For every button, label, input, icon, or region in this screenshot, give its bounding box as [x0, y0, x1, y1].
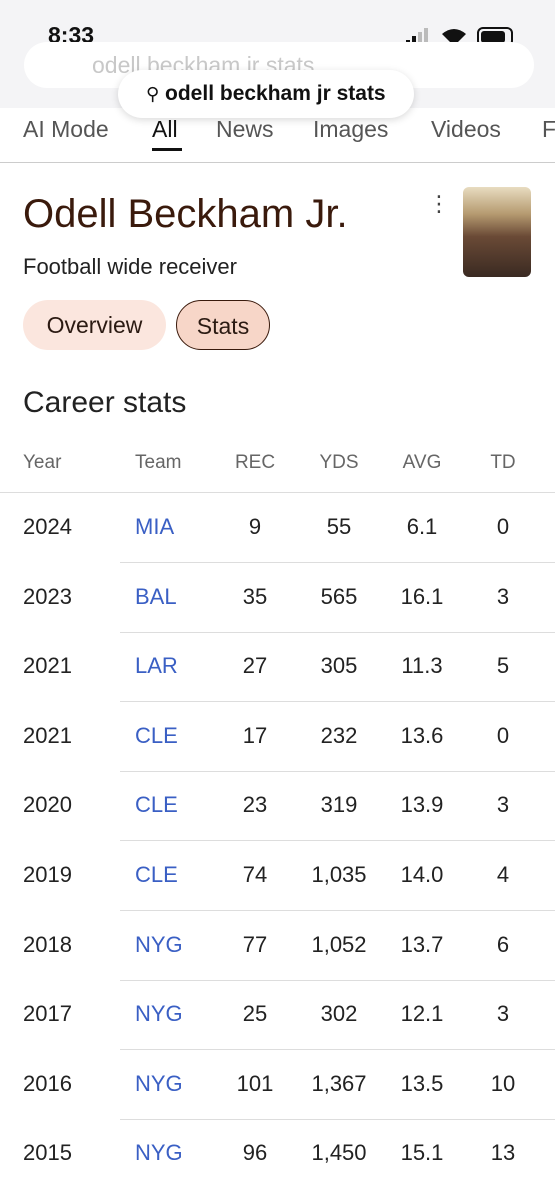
team-link[interactable]: NYG: [135, 931, 183, 957]
entity-description: Football wide receiver: [23, 254, 237, 279]
table-cell: 17: [242, 722, 268, 748]
table-cell: 13.9: [400, 792, 444, 818]
table-cell: 1,450: [311, 1140, 367, 1166]
table-cell: 2020: [23, 792, 72, 818]
row-separator: [120, 770, 555, 772]
row-separator: [0, 492, 555, 493]
row-separator: [120, 979, 555, 981]
team-link[interactable]: NYG: [135, 1001, 183, 1027]
team-link[interactable]: NYG: [135, 1070, 183, 1096]
row-separator: [120, 631, 555, 633]
query-pill[interactable]: ⚲ odell beckham jr stats: [118, 70, 414, 118]
tab-indicator: [152, 148, 182, 151]
table-cell: 302: [320, 1001, 358, 1027]
table-cell: 4: [496, 862, 510, 887]
table-cell: 13: [490, 1140, 516, 1166]
table-cell: 232: [320, 722, 358, 748]
table-cell: 2015: [23, 1140, 72, 1166]
tab[interactable]: AI Mode: [23, 116, 109, 142]
table-cell: 74: [242, 862, 268, 887]
tab[interactable]: Videos: [431, 116, 501, 142]
table-cell: 14.0: [400, 862, 444, 887]
table-cell: 3: [496, 583, 510, 609]
row-separator: [120, 840, 555, 842]
table-cell: 305: [320, 653, 358, 679]
table-cell: 13.7: [400, 931, 444, 957]
column-header: AVG: [402, 452, 442, 473]
table-cell: 6.1: [406, 514, 438, 539]
team-link[interactable]: CLE: [135, 722, 178, 748]
table-cell: 55: [326, 514, 352, 539]
table-cell: 16.1: [400, 583, 444, 609]
table-cell: 9: [248, 514, 262, 539]
column-header: YDS: [319, 452, 359, 473]
table-cell: 2021: [23, 722, 72, 748]
team-link[interactable]: BAL: [135, 583, 177, 609]
entity-name: Odell Beckham Jr.: [23, 192, 348, 236]
table-cell: 6: [496, 931, 510, 957]
team-link[interactable]: CLE: [135, 792, 178, 818]
table-cell: 2018: [23, 931, 72, 957]
table-cell: 2024: [23, 514, 72, 539]
team-link[interactable]: NYG: [135, 1140, 183, 1166]
table-cell: 77: [242, 931, 268, 957]
more-menu[interactable]: ⋮: [428, 191, 450, 216]
table-cell: 2023: [23, 583, 72, 609]
row-separator: [120, 1118, 555, 1120]
table-cell: 13.6: [400, 722, 444, 748]
table-cell: 101: [236, 1070, 274, 1096]
team-link[interactable]: MIA: [135, 514, 175, 539]
table-cell: 565: [320, 583, 358, 609]
row-separator: [120, 910, 555, 911]
table-cell: 3: [496, 792, 510, 818]
row-separator: [120, 562, 555, 563]
query-pill-text: odell beckham jr stats: [165, 82, 386, 105]
tab-active[interactable]: All: [152, 116, 178, 142]
table-cell: 0: [496, 514, 510, 539]
column-header: TD: [490, 452, 516, 473]
table-cell: 1,052: [311, 931, 367, 957]
table-cell: 96: [242, 1140, 268, 1166]
table-cell: 2016: [23, 1070, 72, 1096]
chip-active[interactable]: Stats: [176, 300, 270, 350]
table-cell: 2019: [23, 862, 72, 887]
entity-photo: [463, 187, 531, 277]
chip[interactable]: Overview: [23, 300, 166, 350]
row-separator: [120, 1049, 555, 1051]
column-header: Team: [135, 452, 182, 473]
section-title: Career stats: [23, 386, 187, 419]
table-cell: 2017: [23, 1001, 72, 1027]
table-cell: 3: [496, 1001, 510, 1027]
table-cell: 1,367: [311, 1070, 367, 1096]
table-cell: 2021: [23, 653, 72, 679]
table-cell: 0: [496, 722, 510, 748]
tab[interactable]: News: [216, 116, 274, 142]
team-link[interactable]: LAR: [135, 653, 178, 679]
table-cell: 10: [490, 1070, 516, 1096]
table-cell: 13.5: [400, 1070, 444, 1096]
table-cell: 25: [242, 1001, 268, 1027]
table-cell: 35: [242, 583, 268, 609]
table-cell: 23: [242, 792, 268, 818]
table-cell: 5: [496, 653, 510, 679]
divider: [0, 162, 555, 163]
table-cell: 27: [242, 653, 268, 679]
table-cell: 12.1: [400, 1001, 444, 1027]
team-link[interactable]: CLE: [135, 862, 178, 887]
tab[interactable]: Images: [313, 116, 389, 142]
row-separator: [120, 701, 555, 703]
tab[interactable]: F: [542, 116, 555, 142]
table-cell: 1,035: [311, 862, 367, 887]
column-header: REC: [234, 452, 276, 473]
table-cell: 11.3: [401, 653, 443, 679]
table-cell: 15.1: [400, 1140, 444, 1166]
column-header: Year: [23, 452, 62, 473]
table-cell: 319: [320, 792, 358, 818]
